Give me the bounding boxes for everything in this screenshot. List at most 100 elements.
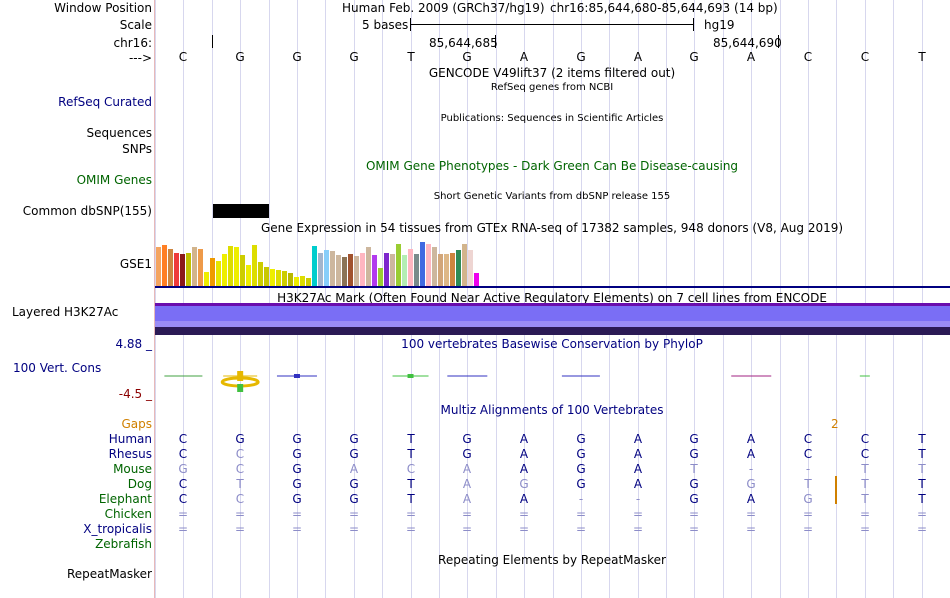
- cons-title[interactable]: 100 vertebrates Basewise Conservation by…: [401, 337, 703, 351]
- gtex-bar[interactable]: [198, 249, 203, 286]
- gtex-bar[interactable]: [408, 249, 413, 286]
- dbsnp-label[interactable]: Common dbSNP(155): [22, 204, 152, 218]
- gtex-bar[interactable]: [270, 269, 275, 286]
- aligned-base: =: [859, 522, 871, 536]
- gtex-bar[interactable]: [420, 242, 425, 286]
- species-label-mouse[interactable]: Mouse: [113, 462, 152, 476]
- omim-title[interactable]: OMIM Gene Phenotypes - Dark Green Can Be…: [365, 159, 739, 173]
- gtex-bar[interactable]: [288, 273, 293, 286]
- species-label-rhesus[interactable]: Rhesus: [108, 447, 152, 461]
- repeatmasker-title[interactable]: Repeating Elements by RepeatMasker: [438, 553, 666, 567]
- aligned-base: T: [690, 462, 698, 476]
- dbsnp-variant[interactable]: [213, 204, 269, 218]
- gtex-bar[interactable]: [312, 246, 317, 286]
- snps-label[interactable]: SNPs: [122, 142, 152, 156]
- species-label-x_tropicalis[interactable]: X_tropicalis: [83, 522, 152, 536]
- gtex-bar[interactable]: [294, 277, 299, 286]
- gaps-label[interactable]: Gaps: [121, 417, 152, 431]
- gtex-bar[interactable]: [192, 247, 197, 286]
- gtex-bar[interactable]: [396, 244, 401, 286]
- gtex-bar[interactable]: [414, 254, 419, 286]
- strand-label[interactable]: --->: [128, 51, 152, 65]
- repeatmasker-label[interactable]: RepeatMasker: [66, 567, 152, 581]
- gtex-title[interactable]: Gene Expression in 54 tissues from GTEx …: [260, 221, 844, 235]
- gtex-bar[interactable]: [378, 268, 383, 286]
- gtex-bar[interactable]: [360, 253, 365, 286]
- grid-line: [922, 0, 923, 598]
- gtex-bar[interactable]: [222, 254, 227, 286]
- aligned-base: A: [633, 447, 643, 461]
- species-label-zebrafish[interactable]: Zebrafish: [95, 537, 152, 551]
- gtex-bar[interactable]: [426, 244, 431, 286]
- gtex-bar[interactable]: [306, 278, 311, 286]
- gtex-bar[interactable]: [210, 258, 215, 286]
- gtex-bar[interactable]: [348, 254, 353, 286]
- gtex-bar[interactable]: [174, 253, 179, 286]
- gtex-bar[interactable]: [168, 249, 173, 286]
- gtex-bar[interactable]: [282, 271, 287, 286]
- gtex-bar[interactable]: [258, 262, 263, 286]
- h3k27ac-label[interactable]: Layered H3K27Ac: [12, 305, 119, 319]
- gtex-bar[interactable]: [264, 267, 269, 286]
- gtex-bar[interactable]: [228, 246, 233, 286]
- gtex-bar[interactable]: [432, 247, 437, 286]
- scale-bar-left-tick: [410, 18, 411, 31]
- gtex-bar[interactable]: [474, 273, 479, 286]
- conservation-mark: [276, 374, 317, 378]
- species-label-dog[interactable]: Dog: [127, 477, 152, 491]
- aligned-base: G: [576, 477, 586, 491]
- grid-line: [354, 0, 355, 598]
- gtex-bar[interactable]: [318, 253, 323, 286]
- h3k27ac-signal[interactable]: [155, 303, 950, 335]
- gtex-bar[interactable]: [438, 254, 443, 286]
- gtex-bar[interactable]: [330, 251, 335, 286]
- grid-line: [240, 0, 241, 598]
- gtex-bar[interactable]: [402, 255, 407, 286]
- aligned-base: G: [803, 492, 813, 506]
- gtex-bar[interactable]: [252, 245, 257, 286]
- gtex-bar[interactable]: [204, 272, 209, 286]
- sequences-label[interactable]: Sequences: [86, 126, 152, 140]
- gtex-bar[interactable]: [240, 255, 245, 286]
- cons-label[interactable]: 100 Vert. Cons: [13, 361, 102, 375]
- gtex-bar[interactable]: [186, 253, 191, 286]
- sequences-title: Publications: Sequences in Scientific Ar…: [440, 113, 664, 124]
- gtex-bar[interactable]: [324, 250, 329, 286]
- gtex-bar[interactable]: [468, 250, 473, 286]
- gtex-bar[interactable]: [246, 265, 251, 286]
- gtex-bar[interactable]: [354, 256, 359, 286]
- species-label-elephant[interactable]: Elephant: [98, 492, 152, 506]
- gtex-bar[interactable]: [162, 245, 167, 286]
- omim-genes-label[interactable]: OMIM Genes: [76, 173, 152, 187]
- species-label-chicken[interactable]: Chicken: [104, 507, 152, 521]
- gencode-title[interactable]: GENCODE V49lift37 (2 items filtered out): [428, 66, 676, 80]
- reference-base: G: [576, 50, 586, 64]
- gtex-bar[interactable]: [366, 247, 371, 286]
- gtex-bar-chart[interactable]: [155, 236, 950, 286]
- gtex-bar[interactable]: [444, 254, 449, 286]
- gtex-bar[interactable]: [180, 254, 185, 286]
- gtex-bar[interactable]: [300, 276, 305, 286]
- gtex-bar[interactable]: [156, 247, 161, 286]
- gtex-bar[interactable]: [336, 255, 341, 286]
- gtex-bar[interactable]: [456, 250, 461, 286]
- gtex-bar[interactable]: [342, 257, 347, 286]
- gse1-label[interactable]: GSE1: [119, 257, 152, 271]
- gtex-bar[interactable]: [216, 261, 221, 286]
- refseq-curated-label[interactable]: RefSeq Curated: [58, 95, 152, 109]
- aligned-base: =: [177, 522, 189, 536]
- gtex-bar[interactable]: [390, 254, 395, 286]
- aligned-base: C: [803, 447, 813, 461]
- gtex-bar[interactable]: [372, 255, 377, 286]
- gtex-bar[interactable]: [234, 247, 239, 286]
- h3k27ac-title[interactable]: H3K27Ac Mark (Often Found Near Active Re…: [277, 291, 827, 305]
- species-label-human[interactable]: Human: [108, 432, 152, 446]
- gtex-bar[interactable]: [462, 244, 467, 286]
- gtex-bar[interactable]: [384, 253, 389, 286]
- gtex-bar[interactable]: [450, 253, 455, 286]
- conservation-plot[interactable]: [155, 352, 950, 398]
- conservation-svg: [164, 371, 870, 392]
- gtex-bar[interactable]: [276, 270, 281, 286]
- multiz-title[interactable]: Multiz Alignments of 100 Vertebrates: [440, 403, 664, 417]
